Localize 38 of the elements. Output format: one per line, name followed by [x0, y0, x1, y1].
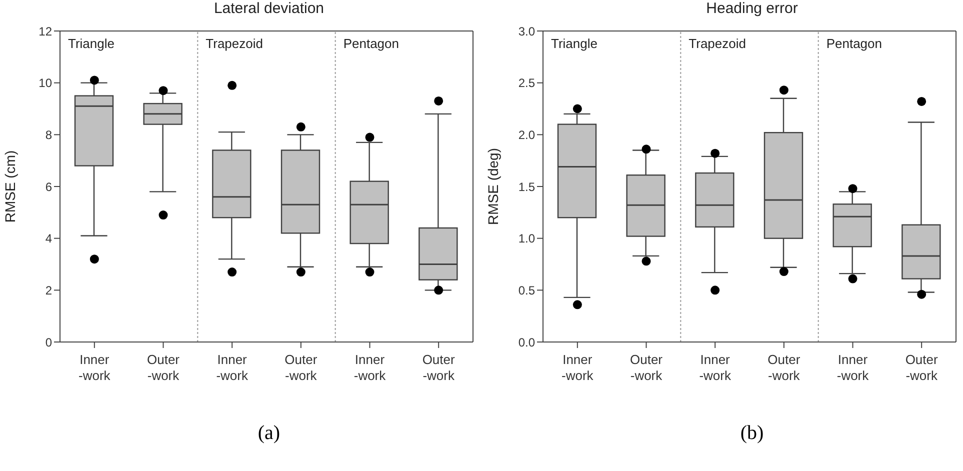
annotation: Trapezoid [206, 36, 263, 52]
text: (b) [739, 422, 765, 445]
y-tick-label: 0.5 [518, 283, 536, 298]
y-tick-label: 0 [45, 335, 52, 350]
chart-title: Lateral deviation [212, 0, 326, 19]
y-tick-label: 1.5 [518, 180, 536, 194]
y-tick-label: 0.0 [518, 335, 536, 350]
y-tick-label: 4 [45, 232, 52, 246]
annotation: Triangle [68, 36, 114, 52]
x-tick-label: Outer -work [768, 352, 801, 383]
y-tick-label: 8 [45, 128, 52, 142]
y-tick-label: 3.0 [518, 24, 536, 38]
y-tick-label: 12 [38, 24, 52, 38]
x-tick-label: Outer -work [905, 352, 939, 383]
text: (a) [256, 422, 282, 445]
annotation: Pentagon [343, 36, 400, 52]
x-tick-label: Inner -work [78, 352, 111, 383]
y-tick-label: 2.5 [518, 76, 536, 90]
chart-title: Heading error [705, 0, 799, 19]
y-tick-label: 2 [45, 283, 52, 298]
x-tick-label: Outer -work [422, 352, 456, 383]
x-tick-label: Inner -work [216, 352, 248, 383]
y-axis-title: RMSE (deg) [484, 148, 501, 226]
x-tick-label: Outer -work [630, 352, 664, 383]
x-tick-label: Outer -work [146, 352, 180, 383]
y-tick-label: 10 [38, 76, 52, 90]
y-tick-label: 1.0 [518, 232, 536, 246]
x-tick-label: Inner -work [699, 352, 732, 383]
y-tick-label: 6 [45, 180, 52, 194]
annotation: Triangle [551, 36, 598, 52]
y-tick-label: 2.0 [518, 128, 536, 142]
x-tick-label: Inner -work [836, 352, 870, 383]
annotation: Pentagon [826, 36, 882, 52]
x-tick-label: Inner -work [562, 352, 594, 383]
x-tick-label: Inner -work [354, 352, 386, 383]
y-axis-title: RMSE (cm) [2, 150, 18, 223]
x-tick-label: Outer -work [284, 352, 318, 383]
annotation: Trapezoid [688, 36, 746, 52]
